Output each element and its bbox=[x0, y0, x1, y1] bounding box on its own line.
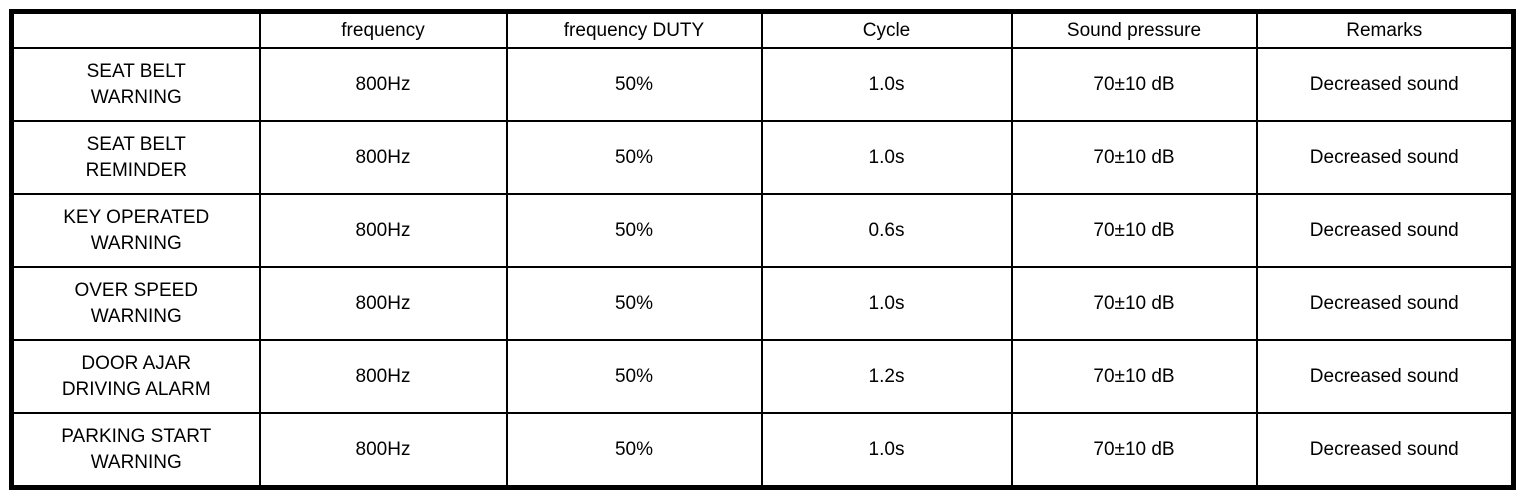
remarks-value: Decreased sound bbox=[1255, 412, 1515, 489]
frequency-duty-value: 50% bbox=[505, 120, 763, 195]
table-row-over-speed-warning: OVER SPEED WARNING 800Hz 50% 1.0s 70±10 … bbox=[10, 266, 1515, 341]
frequency-duty-value: 50% bbox=[505, 339, 763, 414]
column-header-remarks: Remarks bbox=[1255, 10, 1515, 49]
column-header-sound-pressure: Sound pressure bbox=[1010, 10, 1258, 49]
table-row-seat-belt-warning: SEAT BELT WARNING 800Hz 50% 1.0s 70±10 d… bbox=[10, 47, 1515, 122]
remarks-value: Decreased sound bbox=[1255, 193, 1515, 268]
row-label: PARKING START WARNING bbox=[10, 412, 261, 489]
table-row-parking-start-warning: PARKING START WARNING 800Hz 50% 1.0s 70±… bbox=[10, 412, 1515, 489]
frequency-duty-value: 50% bbox=[505, 412, 763, 489]
buzzer-spec-table: frequency frequency DUTY Cycle Sound pre… bbox=[9, 9, 1516, 490]
frequency-duty-value: 50% bbox=[505, 193, 763, 268]
row-label: OVER SPEED WARNING bbox=[10, 266, 261, 341]
frequency-value: 800Hz bbox=[258, 193, 508, 268]
sound-pressure-value: 70±10 dB bbox=[1010, 120, 1258, 195]
sound-pressure-value: 70±10 dB bbox=[1010, 266, 1258, 341]
frequency-value: 800Hz bbox=[258, 339, 508, 414]
cycle-value: 1.0s bbox=[760, 266, 1013, 341]
column-header-frequency-duty: frequency DUTY bbox=[505, 10, 763, 49]
frequency-duty-value: 50% bbox=[505, 47, 763, 122]
frequency-value: 800Hz bbox=[258, 266, 508, 341]
row-label: SEAT BELT WARNING bbox=[10, 47, 261, 122]
cycle-value: 1.0s bbox=[760, 47, 1013, 122]
row-label: KEY OPERATED WARNING bbox=[10, 193, 261, 268]
sound-pressure-value: 70±10 dB bbox=[1010, 47, 1258, 122]
sound-pressure-value: 70±10 dB bbox=[1010, 412, 1258, 489]
row-label: DOOR AJAR DRIVING ALARM bbox=[10, 339, 261, 414]
table-row-seat-belt-reminder: SEAT BELT REMINDER 800Hz 50% 1.0s 70±10 … bbox=[10, 120, 1515, 195]
frequency-value: 800Hz bbox=[258, 47, 508, 122]
remarks-value: Decreased sound bbox=[1255, 266, 1515, 341]
row-label: SEAT BELT REMINDER bbox=[10, 120, 261, 195]
sound-pressure-value: 70±10 dB bbox=[1010, 339, 1258, 414]
sound-pressure-value: 70±10 dB bbox=[1010, 193, 1258, 268]
table-row-key-operated-warning: KEY OPERATED WARNING 800Hz 50% 0.6s 70±1… bbox=[10, 193, 1515, 268]
column-header-frequency: frequency bbox=[258, 10, 508, 49]
frequency-value: 800Hz bbox=[258, 412, 508, 489]
cycle-value: 0.6s bbox=[760, 193, 1013, 268]
column-header-cycle: Cycle bbox=[760, 10, 1013, 49]
remarks-value: Decreased sound bbox=[1255, 47, 1515, 122]
frequency-value: 800Hz bbox=[258, 120, 508, 195]
cycle-value: 1.2s bbox=[760, 339, 1013, 414]
remarks-value: Decreased sound bbox=[1255, 120, 1515, 195]
frequency-duty-value: 50% bbox=[505, 266, 763, 341]
cycle-value: 1.0s bbox=[760, 120, 1013, 195]
table-header-row: frequency frequency DUTY Cycle Sound pre… bbox=[10, 10, 1515, 49]
column-header-blank bbox=[10, 10, 261, 49]
remarks-value: Decreased sound bbox=[1255, 339, 1515, 414]
cycle-value: 1.0s bbox=[760, 412, 1013, 489]
table-row-door-ajar-driving-alarm: DOOR AJAR DRIVING ALARM 800Hz 50% 1.2s 7… bbox=[10, 339, 1515, 414]
